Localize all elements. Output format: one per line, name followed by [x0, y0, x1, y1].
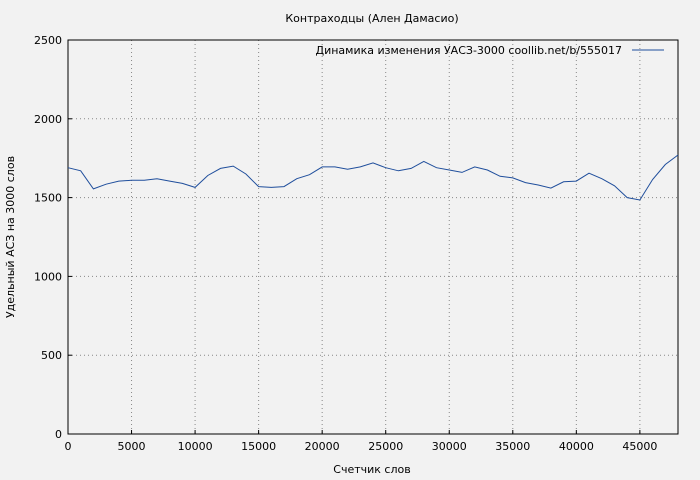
x-tick-label: 0 — [65, 440, 72, 453]
x-tick-label: 30000 — [432, 440, 467, 453]
grid — [68, 40, 678, 434]
x-tick-label: 35000 — [495, 440, 530, 453]
y-axis-label: Удельный АСЗ на 3000 слов — [4, 156, 17, 318]
y-tick-label: 2500 — [34, 34, 62, 47]
y-tick-label: 2000 — [34, 113, 62, 126]
chart-title: Контраходцы (Ален Дамасио) — [285, 12, 458, 25]
legend: Динамика изменения УАСЗ-3000 coollib.net… — [316, 44, 664, 57]
x-tick-label: 25000 — [368, 440, 403, 453]
y-tick-label: 1000 — [34, 270, 62, 283]
x-tick-label: 20000 — [305, 440, 340, 453]
y-tick-label: 1500 — [34, 192, 62, 205]
y-tick-label: 500 — [41, 349, 62, 362]
plot-frame — [67, 39, 679, 435]
x-axis-ticks: 0 5000 10000 15000 20000 25000 30000 35000 40000… — [65, 430, 657, 453]
series-layer — [67, 154, 679, 201]
x-tick-label: 5000 — [118, 440, 146, 453]
y-tick-label: 0 — [55, 428, 62, 441]
x-axis-label: Счетчик слов — [333, 463, 410, 476]
legend-label: Динамика изменения УАСЗ-3000 coollib.net… — [316, 44, 623, 57]
x-tick-label: 40000 — [559, 440, 594, 453]
series-line — [67, 154, 679, 201]
x-tick-label: 10000 — [178, 440, 213, 453]
y-axis-ticks: 0 500 1000 1500 2000 2500 — [34, 34, 72, 441]
x-tick-label: 45000 — [622, 440, 657, 453]
x-tick-label: 15000 — [241, 440, 276, 453]
